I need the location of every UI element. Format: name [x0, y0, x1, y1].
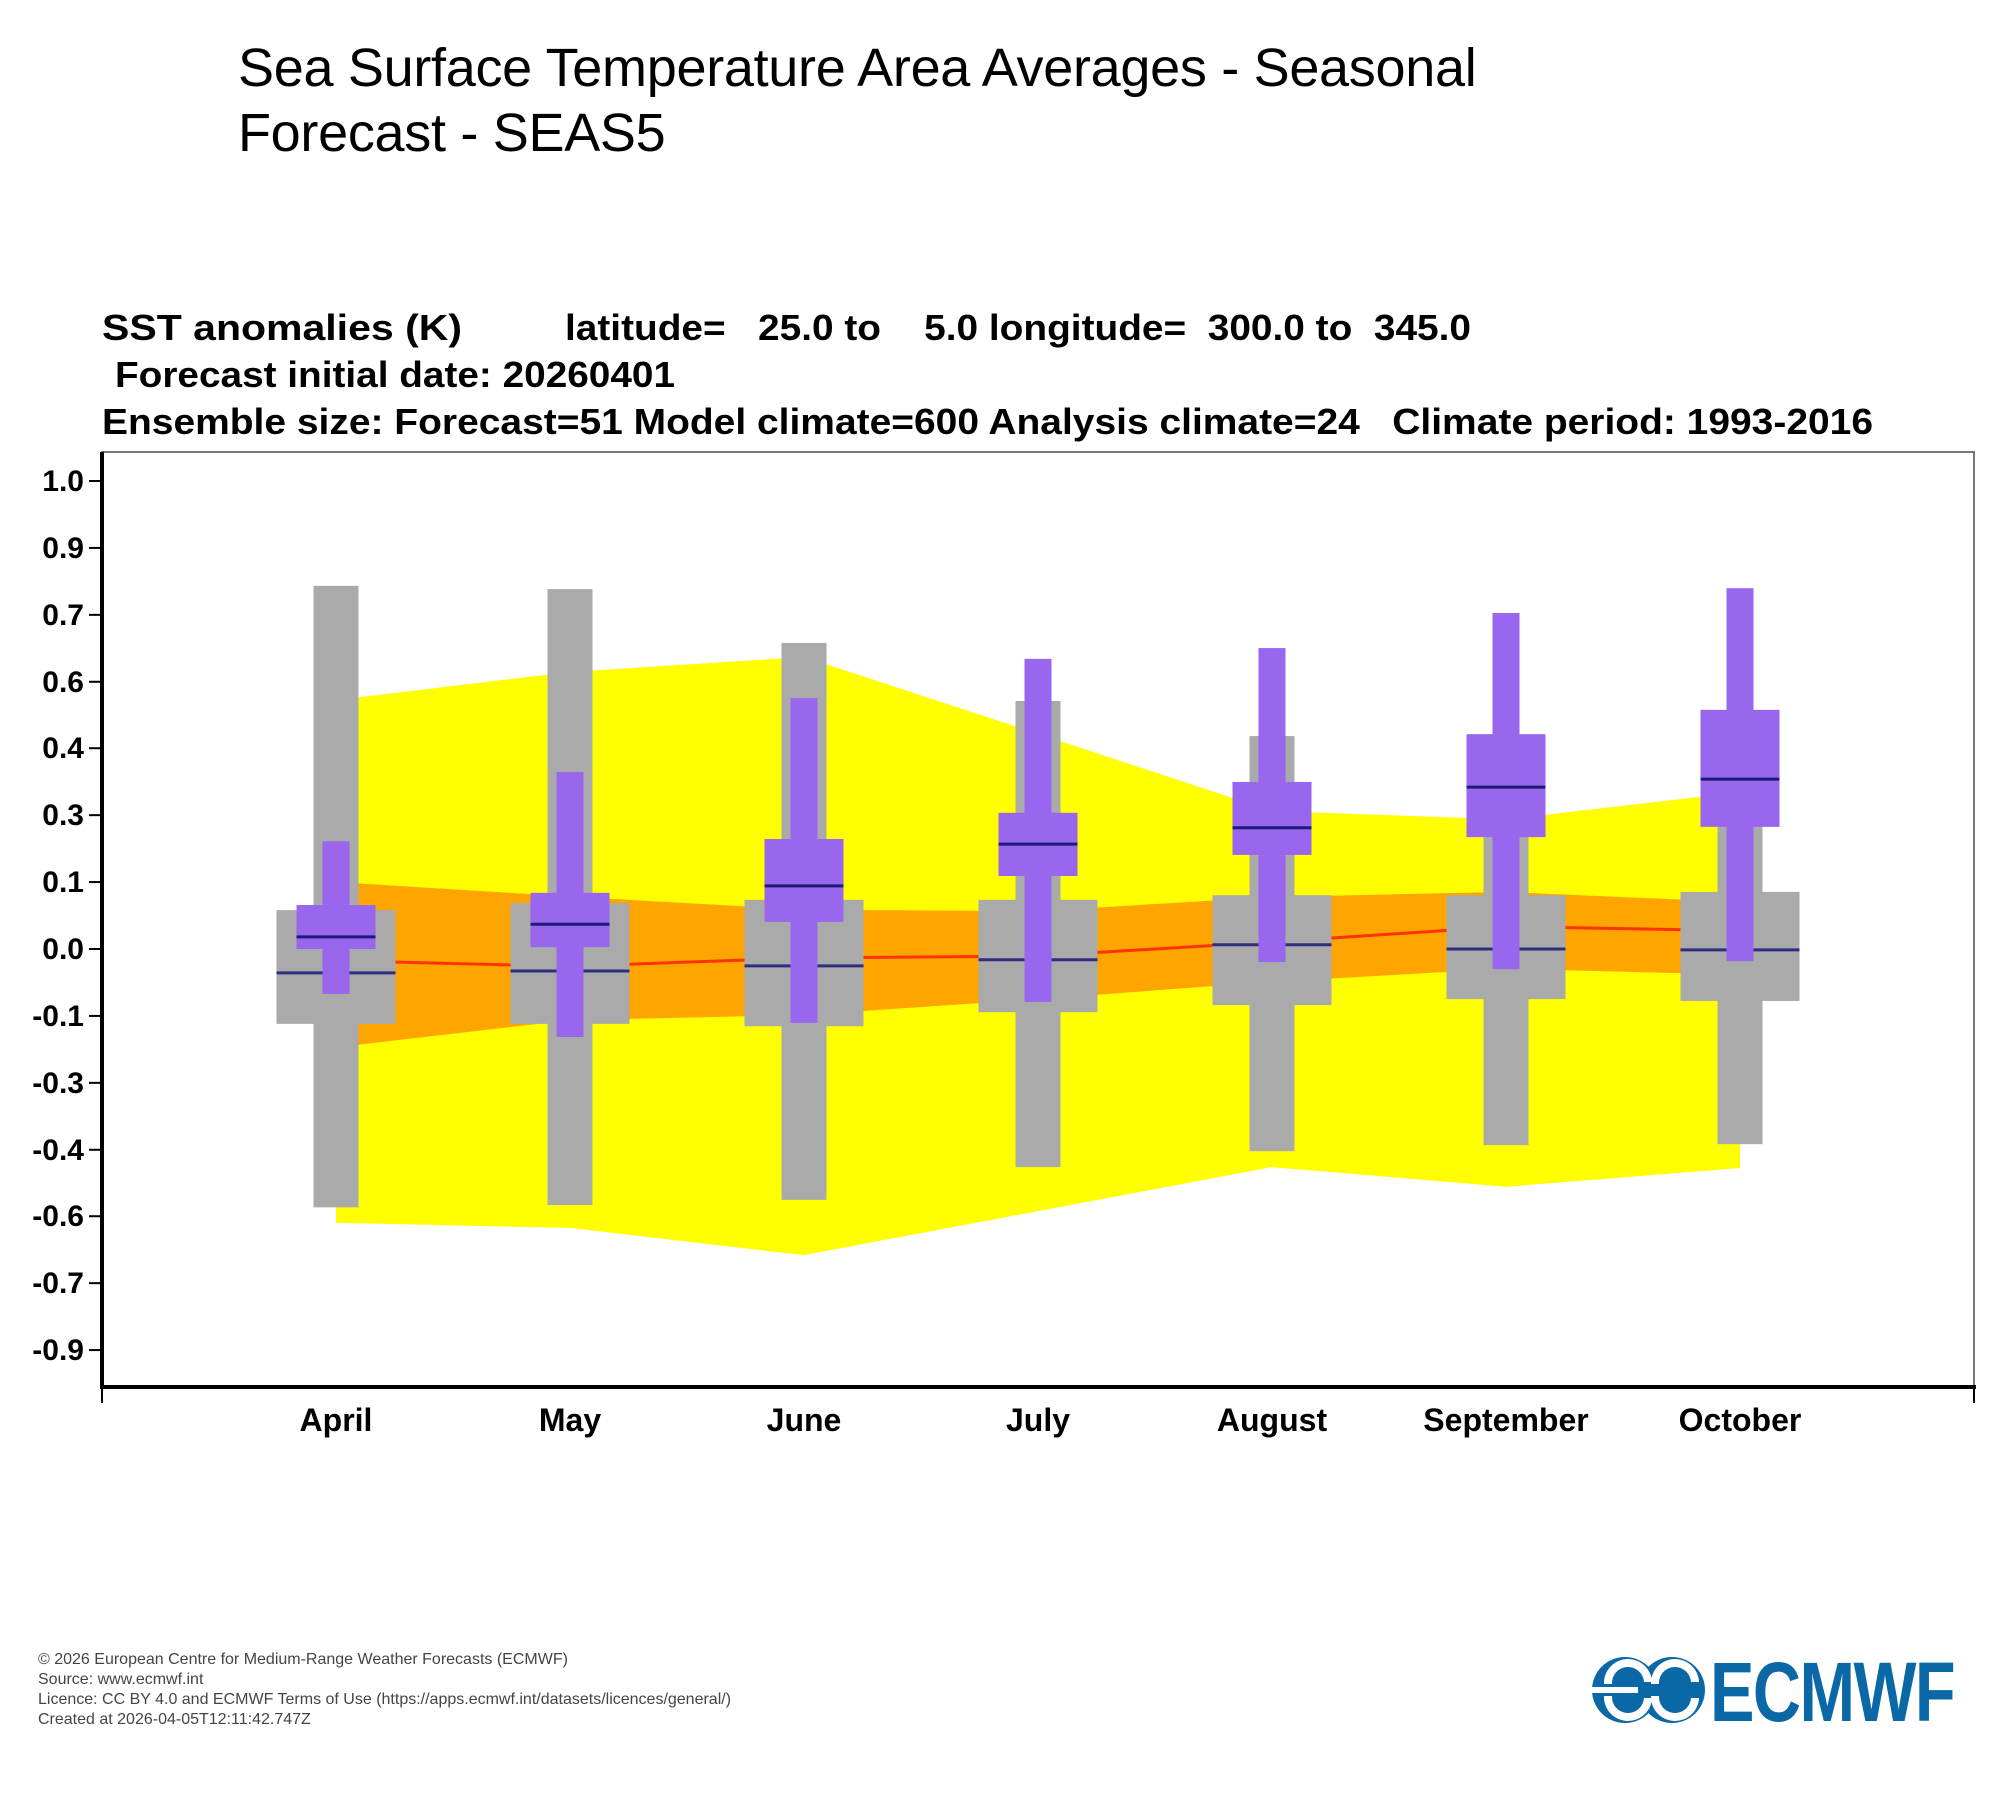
y-tick-label: 0.1 — [42, 866, 84, 899]
footer-copyright: © 2026 European Centre for Medium-Range … — [38, 1651, 568, 1668]
month-box-group-august — [1212, 648, 1332, 1152]
y-tick-label: -0.9 — [32, 1334, 84, 1367]
month-box-group-april — [276, 585, 396, 1208]
y-tick-label: 0.6 — [42, 666, 84, 699]
y-tick-label: -0.3 — [32, 1067, 84, 1100]
y-tick-label: -0.7 — [32, 1267, 84, 1300]
y-tick-label: 0.4 — [42, 732, 84, 765]
month-box-group-september — [1446, 612, 1566, 1146]
forecast-box — [296, 905, 376, 949]
page-title-line-2: Forecast - SEAS5 — [238, 103, 666, 163]
forecast-box — [1232, 781, 1312, 855]
header-variable: SST anomalies (K) — [102, 307, 462, 348]
y-tick-label: -0.4 — [32, 1134, 84, 1167]
forecast-box — [1700, 709, 1780, 827]
forecast-box — [530, 892, 610, 948]
y-tick-label: -0.1 — [32, 1000, 84, 1033]
x-tick-label: August — [1217, 1402, 1328, 1438]
footer-created: Created at 2026-04-05T12:11:42.747Z — [38, 1711, 311, 1728]
y-tick-label: 1.0 — [42, 465, 84, 498]
x-tick-label: July — [1006, 1402, 1070, 1438]
y-tick-label: 0.0 — [42, 933, 84, 966]
header-initial-date: Forecast initial date: 20260401 — [115, 354, 675, 395]
ecmwf-logo-icon — [1592, 1657, 1705, 1723]
page-title-line-1: Sea Surface Temperature Area Averages - … — [238, 38, 1477, 98]
page-title: Sea Surface Temperature Area Averages - … — [238, 36, 1477, 166]
header-ensemble-size: Ensemble size: Forecast=51 Model climate… — [102, 401, 1873, 442]
y-tick-label: 0.3 — [42, 799, 84, 832]
box-plots — [276, 585, 1800, 1208]
x-tick-label: October — [1679, 1402, 1802, 1438]
y-axis-ticks: -0.9 -0.7 -0.6 -0.4 -0.3 -0.1 0.0 0.1 0.3 0.4 0.6 0… — [32, 465, 102, 1367]
ecmwf-logo-text: ECMWF — [1710, 1645, 1954, 1739]
ecmwf-logo: ECMWF — [1592, 1645, 1956, 1739]
header-region: latitude= 25.0 to 5.0 longitude= 300.0 t… — [565, 307, 1471, 348]
x-tick-label: May — [539, 1402, 601, 1438]
footer-source: Source: www.ecmwf.int — [38, 1671, 204, 1688]
x-tick-label: September — [1423, 1402, 1588, 1438]
y-tick-label: 0.7 — [42, 599, 84, 632]
y-tick-label: 0.9 — [42, 532, 84, 565]
chart-header: SST anomalies (K) latitude= 25.0 to 5.0 … — [102, 307, 1873, 442]
x-tick-label: June — [767, 1402, 842, 1438]
forecast-box — [764, 839, 844, 922]
month-box-group-july — [978, 658, 1098, 1168]
x-tick-label: April — [300, 1402, 373, 1438]
footer: © 2026 European Centre for Medium-Range … — [38, 1650, 731, 1730]
footer-licence: Licence: CC BY 4.0 and ECMWF Terms of Us… — [38, 1691, 732, 1708]
month-box-group-may — [510, 589, 630, 1205]
x-axis-ticks: April May June July August September October — [300, 1402, 1802, 1438]
y-tick-label: -0.6 — [32, 1200, 84, 1233]
month-box-group-october — [1680, 588, 1800, 1145]
month-box-group-june — [744, 642, 864, 1200]
